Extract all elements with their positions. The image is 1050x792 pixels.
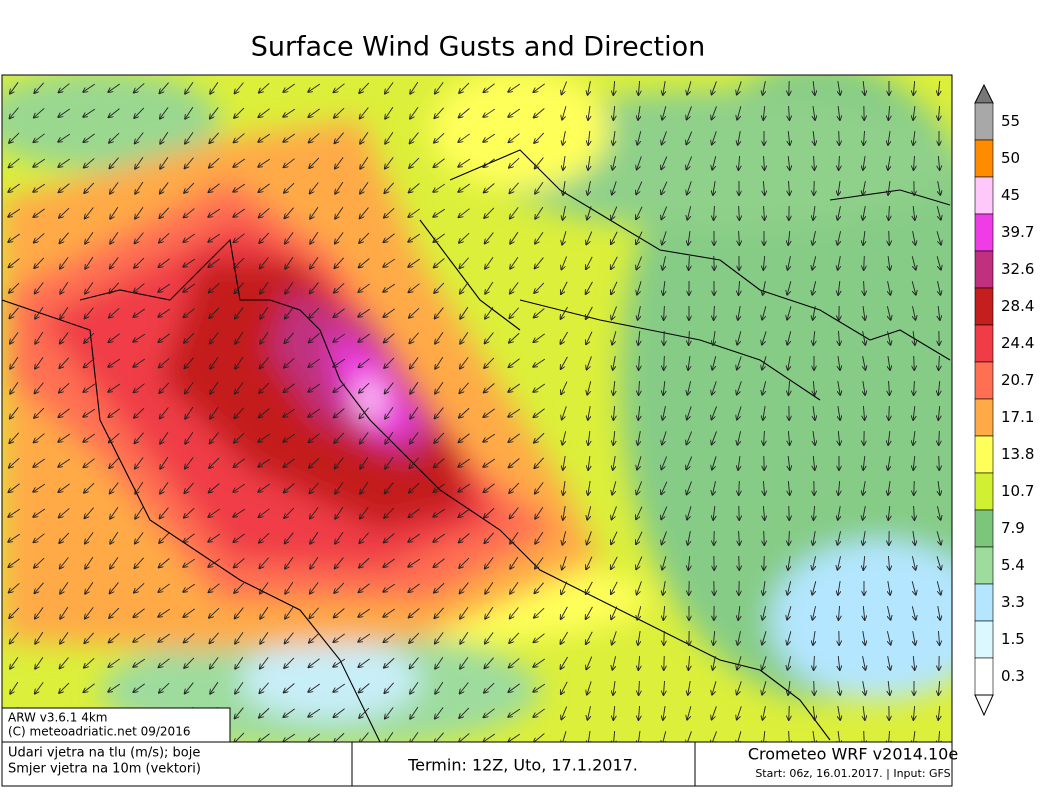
start-info: Start: 06z, 16.01.2017. | Input: GFS <box>755 767 950 780</box>
color-swatch <box>975 214 993 251</box>
color-swatch <box>975 362 993 399</box>
wind-arrow <box>914 481 915 495</box>
wind-arrow <box>739 481 740 495</box>
wind-arrow <box>864 256 865 270</box>
title: Surface Wind Gusts and Direction <box>251 32 706 63</box>
wind-arrow <box>814 681 815 695</box>
color-swatch <box>975 251 993 288</box>
model-text: ARW v3.6.1 4km <box>8 711 107 725</box>
copyright-text: (C) meteoadriatic.net 09/2016 <box>8 725 190 739</box>
footer-text: Udari vjetra na tlu (m/s); boje <box>8 746 200 761</box>
wind-arrow <box>739 556 740 570</box>
wind-arrow <box>939 456 940 470</box>
color-swatch <box>975 103 993 140</box>
legend-label: 5.4 <box>1001 556 1025 574</box>
bar-cap-bottom <box>975 695 993 715</box>
bar-cap-top <box>975 85 993 103</box>
color-swatch <box>975 473 993 510</box>
wind-arrow <box>764 531 765 545</box>
legend-label: 17.1 <box>1001 408 1034 426</box>
legend-label: 24.4 <box>1001 334 1034 352</box>
color-swatch <box>975 658 993 695</box>
color-swatch <box>975 288 993 325</box>
model-box: ARW v3.6.1 4km (C) meteoadriatic.net 09/… <box>2 708 230 742</box>
legend-label: 45 <box>1001 186 1020 204</box>
wind-arrow <box>664 631 665 645</box>
color-swatch <box>975 140 993 177</box>
color-swatch <box>975 621 993 658</box>
brand: Crometeo WRF v2014.10e <box>748 745 958 764</box>
legend-label: 1.5 <box>1001 630 1025 648</box>
map <box>0 60 1020 750</box>
legend-label: 0.3 <box>1001 667 1025 685</box>
legend-label: 28.4 <box>1001 297 1034 315</box>
color-swatch <box>975 399 993 436</box>
run-time: Termin: 12Z, Uto, 17.1.2017. <box>407 756 638 775</box>
wind-arrow <box>839 131 840 145</box>
wind-arrow <box>914 356 915 370</box>
color-swatch <box>975 325 993 362</box>
legend-label: 10.7 <box>1001 482 1034 500</box>
footer: Udari vjetra na tlu (m/s); boje Smjer vj… <box>2 742 958 786</box>
legend-label: 3.3 <box>1001 593 1025 611</box>
legend-label: 55 <box>1001 112 1020 130</box>
legend-label: 20.7 <box>1001 371 1034 389</box>
color-swatch <box>975 510 993 547</box>
legend-label: 39.7 <box>1001 223 1034 241</box>
legend-label: 7.9 <box>1001 519 1025 537</box>
footer-text: Smjer vjetra na 10m (vektori) <box>8 762 201 777</box>
legend-label: 32.6 <box>1001 260 1034 278</box>
wind-arrow <box>889 231 890 245</box>
wind-arrow <box>889 406 890 420</box>
color-swatch <box>975 584 993 621</box>
color-swatch <box>975 436 993 473</box>
color-swatch <box>975 177 993 214</box>
wind-arrow <box>764 556 765 570</box>
legend-label: 50 <box>1001 149 1020 167</box>
legend-label: 13.8 <box>1001 445 1034 463</box>
color-bar: 55 50 45 39.7 32.6 28.4 24.4 20.7 17.1 13.8 10.7 7.… <box>975 85 1034 715</box>
wind-arrow <box>789 706 790 720</box>
color-swatch <box>975 547 993 584</box>
